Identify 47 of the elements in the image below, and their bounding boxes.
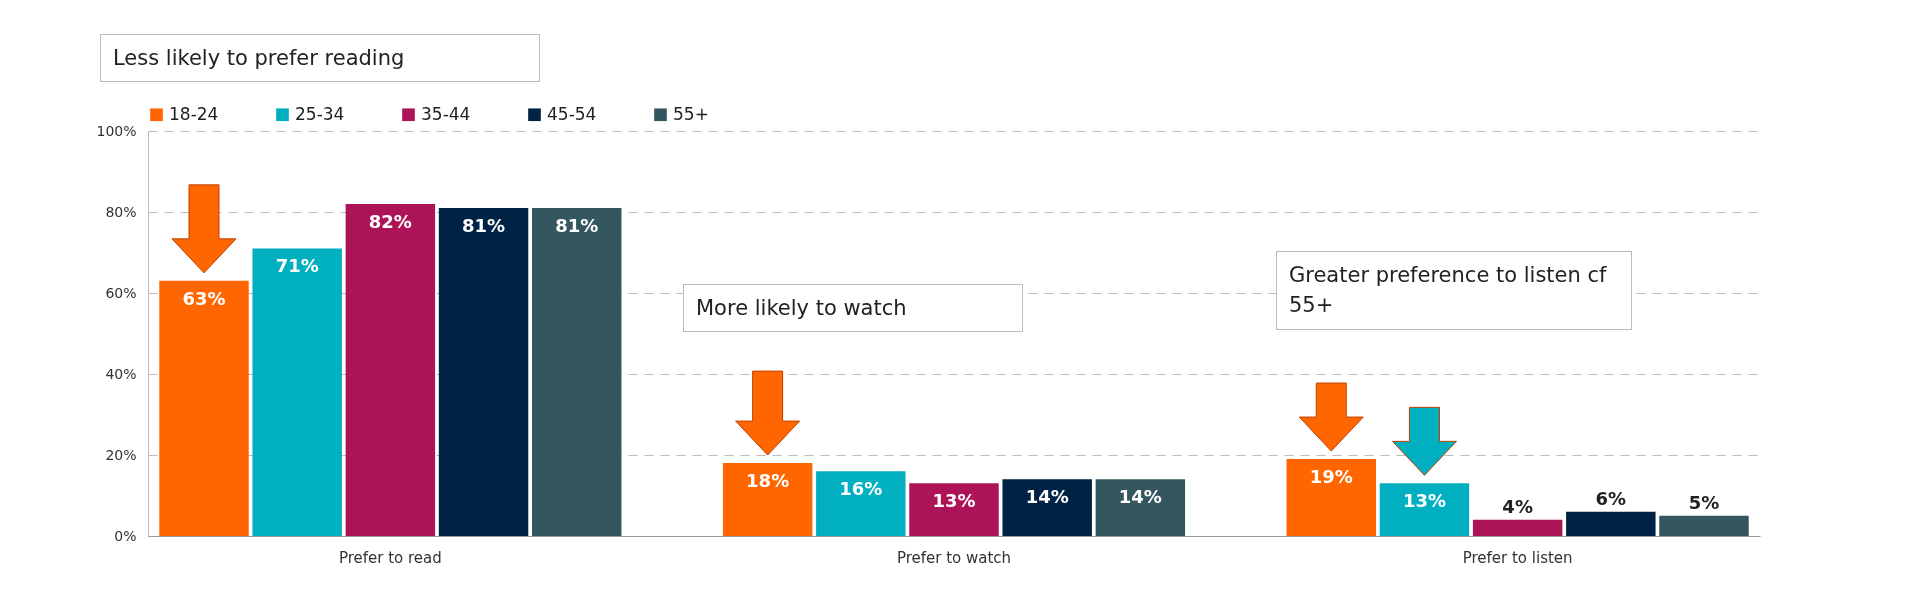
y-tick-label: 100% bbox=[96, 122, 137, 139]
bar bbox=[1566, 511, 1656, 536]
data-label: 63% bbox=[182, 287, 226, 309]
data-label: 5% bbox=[1688, 491, 1720, 513]
bar bbox=[1095, 479, 1186, 536]
data-label: 19% bbox=[1309, 466, 1353, 488]
y-tick-label: 60% bbox=[105, 284, 137, 301]
bar bbox=[722, 463, 813, 536]
callout-box: More likely to watch bbox=[683, 284, 1023, 333]
data-label: 13% bbox=[932, 490, 976, 512]
data-label: 14% bbox=[1025, 486, 1069, 508]
legend-label: 45-54 bbox=[547, 103, 597, 124]
callout-box: Greater preference to listen cf 55+ bbox=[1276, 251, 1632, 330]
bar bbox=[1286, 459, 1376, 536]
legend-label: 55+ bbox=[673, 103, 709, 124]
legend-label: 35-44 bbox=[421, 103, 471, 124]
bar bbox=[252, 248, 342, 536]
bar bbox=[438, 207, 529, 536]
bar bbox=[1659, 515, 1749, 536]
data-label: 14% bbox=[1118, 486, 1162, 508]
bar bbox=[909, 483, 999, 536]
data-label: 81% bbox=[555, 214, 599, 236]
x-tick-label: Prefer to watch bbox=[896, 548, 1012, 567]
data-label: 13% bbox=[1402, 490, 1446, 512]
bar bbox=[1002, 479, 1092, 536]
bar bbox=[1379, 483, 1470, 536]
legend-label: 18-24 bbox=[169, 103, 219, 124]
callout-box: Less likely to prefer reading bbox=[100, 34, 540, 83]
y-tick-label: 80% bbox=[105, 203, 137, 220]
bar bbox=[532, 207, 622, 536]
y-tick-label: 40% bbox=[105, 365, 137, 382]
data-label: 71% bbox=[275, 255, 319, 277]
x-tick-label: Prefer to read bbox=[338, 548, 442, 567]
bar bbox=[816, 471, 906, 536]
data-label: 6% bbox=[1595, 487, 1627, 509]
data-label: 16% bbox=[839, 478, 883, 500]
data-label: 81% bbox=[462, 214, 506, 236]
y-tick-label: 0% bbox=[114, 527, 137, 544]
data-label: 82% bbox=[368, 210, 412, 232]
data-label: 18% bbox=[746, 470, 790, 492]
x-tick-label: Prefer to listen bbox=[1462, 548, 1573, 567]
bar bbox=[1472, 519, 1563, 536]
bar bbox=[159, 280, 249, 536]
legend-label: 25-34 bbox=[295, 103, 345, 124]
data-label: 4% bbox=[1502, 495, 1533, 517]
y-tick-label: 20% bbox=[105, 446, 137, 463]
bar bbox=[345, 203, 436, 536]
